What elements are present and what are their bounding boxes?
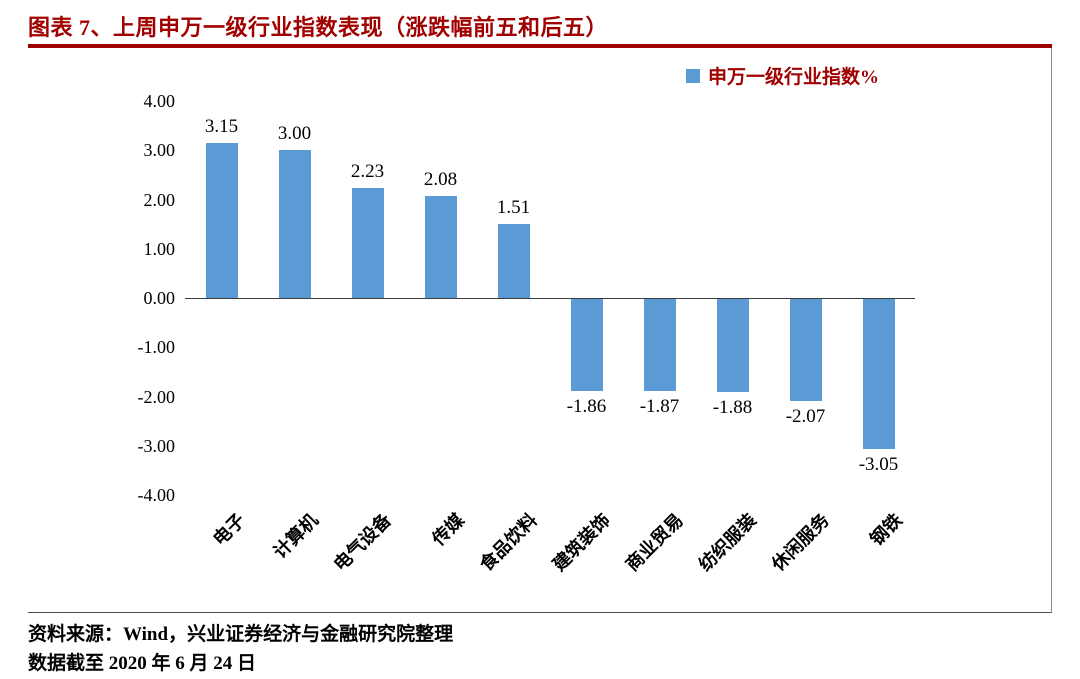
y-axis: 4.00 3.00 2.00 1.00 0.00 -1.00 -2.00 -3.00 -4.00 bbox=[80, 91, 176, 505]
bar bbox=[716, 299, 749, 392]
x-axis-labels: 电子 计算机 电气设备 传媒 食品饮料 建筑装饰 商业贸易 纺织服装 休闲服务 钢铁 bbox=[185, 497, 915, 607]
source-line: 资料来源：Wind，兴业证券经济与金融研究院整理 bbox=[28, 624, 454, 645]
bar-value-label: -3.05 bbox=[858, 454, 899, 476]
bar bbox=[278, 150, 311, 298]
y-axis-tick-label: -4.00 bbox=[137, 485, 176, 505]
title-underline-rule bbox=[28, 44, 1052, 48]
x-axis-label: 电气设备 bbox=[329, 509, 395, 575]
x-axis-label: 食品饮料 bbox=[475, 509, 541, 575]
bar bbox=[862, 299, 895, 450]
figure-title: 图表 7、上周申万一级行业指数表现（涨跌幅前五和后五） bbox=[28, 15, 609, 40]
plot-area: 3.15 3.00 2.23 2.08 1.51 -1.86 -1.87 -1.88 -2.07… bbox=[185, 101, 915, 495]
y-axis-tick-label: -2.00 bbox=[137, 386, 176, 407]
x-axis-label: 电子 bbox=[208, 509, 249, 550]
x-axis-label: 计算机 bbox=[269, 509, 322, 563]
bar-value-label: -2.07 bbox=[785, 405, 826, 427]
date-line: 数据截至 2020 年 6 月 24 日 bbox=[28, 653, 257, 674]
legend: 申万一级行业指数% bbox=[686, 62, 879, 89]
bar-value-label: 2.23 bbox=[350, 161, 385, 183]
x-axis-label: 建筑装饰 bbox=[548, 509, 614, 575]
bar bbox=[497, 223, 530, 298]
bar-value-label: -1.86 bbox=[566, 395, 607, 417]
bar-value-label: -1.88 bbox=[712, 396, 753, 418]
bar-value-label: 1.51 bbox=[496, 196, 531, 218]
y-axis-tick-label: 4.00 bbox=[143, 91, 176, 111]
x-axis-label: 休闲服务 bbox=[767, 509, 833, 575]
legend-label: 申万一级行业指数% bbox=[708, 67, 880, 88]
y-axis-tick-label: -3.00 bbox=[137, 435, 176, 456]
bar bbox=[643, 299, 676, 392]
bar-value-label: 3.00 bbox=[277, 123, 312, 145]
bar-value-label: -1.87 bbox=[639, 396, 680, 418]
y-axis-tick-label: 2.00 bbox=[143, 189, 176, 210]
y-axis-tick-label: 0.00 bbox=[143, 288, 176, 308]
x-axis-label: 传媒 bbox=[427, 509, 468, 550]
bar-value-label: 2.08 bbox=[423, 168, 458, 190]
bar bbox=[205, 142, 238, 298]
y-axis-tick-label: 3.00 bbox=[143, 140, 176, 161]
y-axis-tick-label: 1.00 bbox=[143, 238, 176, 259]
x-axis-label: 商业贸易 bbox=[621, 509, 687, 575]
bar bbox=[570, 299, 603, 391]
legend-swatch-icon bbox=[686, 68, 700, 83]
x-axis-label: 钢铁 bbox=[865, 509, 906, 550]
y-axis-tick-label: -1.00 bbox=[137, 337, 176, 358]
bar bbox=[351, 188, 384, 298]
bar bbox=[424, 195, 457, 298]
bar bbox=[789, 299, 822, 401]
bar-value-label: 3.15 bbox=[204, 115, 239, 137]
x-axis-label: 纺织服装 bbox=[694, 509, 760, 575]
zero-axis-line bbox=[185, 298, 915, 299]
